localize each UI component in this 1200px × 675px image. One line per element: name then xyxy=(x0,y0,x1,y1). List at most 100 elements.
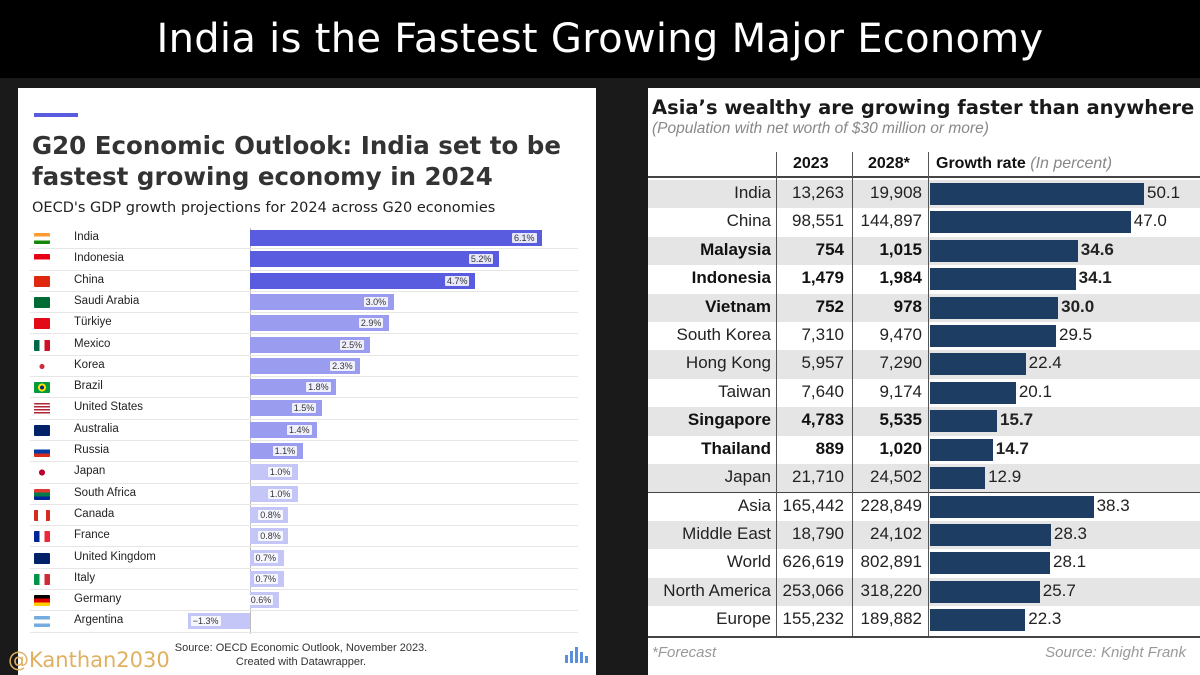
value-2023: 1,479 xyxy=(801,268,844,288)
value-2028: 24,502 xyxy=(870,467,922,486)
g20-row: Russia 1.1% xyxy=(30,441,578,463)
country-label: Türkiye xyxy=(74,316,112,329)
value-2023: 7,640 xyxy=(801,381,844,401)
country-label: Korea xyxy=(74,358,105,371)
region-name: India xyxy=(734,183,771,202)
datawrapper-logo-icon xyxy=(565,647,588,663)
g20-row: Italy 0.7% xyxy=(30,569,578,591)
region-name: Asia xyxy=(737,496,771,516)
g20-row: Argentina −1.3% xyxy=(30,611,578,633)
growth-rate-value: 15.7 xyxy=(1000,410,1034,430)
value-2023: 889 xyxy=(815,438,844,458)
growth-rate-value: 12.9 xyxy=(988,467,1022,486)
region-name: Indonesia xyxy=(691,268,771,288)
table-row: China 98,551 144,897 47.0 xyxy=(648,208,1200,236)
header-growth-rate-label: Growth rate xyxy=(936,155,1026,172)
growth-rate-value: 22.4 xyxy=(1028,353,1062,373)
growth-value-label: 3.0% xyxy=(363,296,389,307)
country-flag-icon xyxy=(34,339,50,351)
country-label: France xyxy=(74,529,110,542)
table-row: North America 253,066 318,220 25.7 xyxy=(648,577,1200,606)
growth-rate-bar xyxy=(930,296,1059,319)
growth-rate-bar xyxy=(930,609,1026,631)
g20-row: Japan 1.0% xyxy=(30,462,578,484)
country-flag-icon xyxy=(34,509,50,521)
g20-row: South Africa 1.0% xyxy=(30,484,578,505)
g20-chart-title: G20 Economic Outlook: India set to be fa… xyxy=(32,131,561,191)
value-2028: 318,220 xyxy=(860,580,922,600)
growth-value-label: 0.7% xyxy=(253,552,279,563)
wealth-table-title: Asia’s wealthy are growing faster than a… xyxy=(652,96,1200,119)
country-label: Mexico xyxy=(74,337,111,350)
table-row: Hong Kong 5,957 7,290 22.4 xyxy=(648,350,1200,379)
value-2028: 978 xyxy=(893,296,922,316)
country-flag-icon xyxy=(34,531,50,543)
growth-rate-value: 34.6 xyxy=(1080,239,1114,259)
g20-row: Korea 2.3% xyxy=(30,356,578,378)
value-2028: 802,891 xyxy=(860,552,922,572)
growth-rate-bar xyxy=(930,496,1094,519)
growth-bar xyxy=(250,251,499,268)
country-flag-icon xyxy=(34,296,50,308)
growth-rate-bar xyxy=(930,353,1026,376)
value-2028: 1,020 xyxy=(879,438,922,458)
g20-source-line-1: Source: OECD Economic Outlook, November … xyxy=(174,642,428,654)
country-label: Italy xyxy=(74,571,96,584)
country-flag-icon xyxy=(34,552,50,564)
growth-value-label: 0.6% xyxy=(248,595,274,606)
growth-rate-bar xyxy=(930,268,1076,291)
region-name: Vietnam xyxy=(705,296,771,316)
country-label: Canada xyxy=(74,507,115,520)
table-row: Singapore 4,783 5,535 15.7 xyxy=(648,407,1200,436)
value-2028: 7,290 xyxy=(879,353,922,373)
g20-source-line-2: Created with Datawrapper. xyxy=(235,656,367,668)
accent-bar xyxy=(34,113,78,117)
table-header: 2023 2028* Growth rate (In percent) xyxy=(648,152,1200,178)
value-2023: 626,619 xyxy=(782,552,844,572)
country-flag-icon xyxy=(34,616,50,628)
country-flag-icon xyxy=(34,254,50,266)
growth-value-label: 2.5% xyxy=(339,339,365,350)
g20-row: Indonesia 5.2% xyxy=(30,249,578,271)
g20-chart-panel: G20 Economic Outlook: India set to be fa… xyxy=(18,88,596,675)
region-name: China xyxy=(726,211,771,231)
column-divider xyxy=(928,152,929,636)
table-row: Europe 155,232 189,882 22.3 xyxy=(648,606,1200,634)
table-footer-line xyxy=(648,636,1200,638)
table-row: Japan 21,710 24,502 12.9 xyxy=(648,464,1200,493)
g20-row: Mexico 2.5% xyxy=(30,335,578,356)
value-2028: 189,882 xyxy=(860,609,922,628)
value-2023: 4,783 xyxy=(801,410,844,430)
growth-rate-bar xyxy=(930,211,1131,234)
g20-row: Türkiye 2.9% xyxy=(30,313,578,335)
g20-bar-chart: India 6.1% Indonesia 5.2% China 4.7% Saudi Ara… xyxy=(18,228,596,638)
table-row: India 13,263 19,908 50.1 xyxy=(648,180,1200,209)
growth-bar xyxy=(250,315,389,332)
growth-rate-value: 22.3 xyxy=(1028,609,1062,628)
growth-value-label: 1.1% xyxy=(272,446,298,456)
country-flag-icon xyxy=(34,318,50,330)
growth-rate-bar xyxy=(930,580,1040,603)
header-2023: 2023 xyxy=(793,155,829,172)
growth-bar xyxy=(250,293,394,310)
growth-rate-value: 28.1 xyxy=(1053,552,1087,572)
region-name: Middle East xyxy=(682,523,771,543)
g20-row: Canada 0.8% xyxy=(30,505,578,527)
growth-value-label: 4.7% xyxy=(444,275,470,286)
table-row: Asia 165,442 228,849 38.3 xyxy=(648,492,1200,520)
region-name: Japan xyxy=(724,467,771,486)
value-2028: 24,102 xyxy=(870,523,922,543)
growth-value-label: 1.4% xyxy=(287,424,312,435)
growth-value-label: 1.5% xyxy=(291,403,317,414)
header-growth-unit: (In percent) xyxy=(1030,155,1113,172)
growth-rate-value: 25.7 xyxy=(1042,580,1076,600)
country-flag-icon xyxy=(34,382,50,394)
value-2023: 155,232 xyxy=(782,609,844,628)
wealth-table-panel: Asia’s wealthy are growing faster than a… xyxy=(648,88,1200,675)
growth-value-label: 0.8% xyxy=(258,509,283,520)
growth-value-label: 2.3% xyxy=(330,360,355,371)
growth-value-label: 1.0% xyxy=(267,488,293,499)
value-2028: 9,470 xyxy=(879,325,922,344)
growth-rate-value: 50.1 xyxy=(1147,183,1181,202)
country-label: United Kingdom xyxy=(74,550,156,563)
